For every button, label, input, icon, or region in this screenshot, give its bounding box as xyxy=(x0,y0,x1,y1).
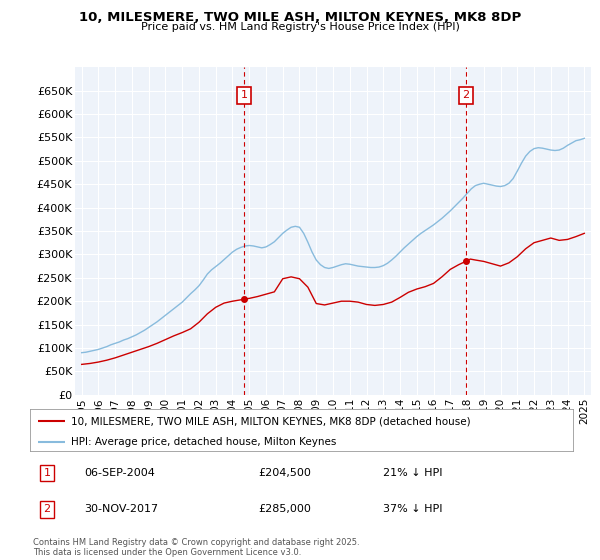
Text: £285,000: £285,000 xyxy=(258,505,311,515)
Text: 10, MILESMERE, TWO MILE ASH, MILTON KEYNES, MK8 8DP: 10, MILESMERE, TWO MILE ASH, MILTON KEYN… xyxy=(79,11,521,24)
Text: 1: 1 xyxy=(241,90,248,100)
Text: 2: 2 xyxy=(462,90,469,100)
Text: 1: 1 xyxy=(44,468,50,478)
Text: 21% ↓ HPI: 21% ↓ HPI xyxy=(383,468,442,478)
Text: Price paid vs. HM Land Registry's House Price Index (HPI): Price paid vs. HM Land Registry's House … xyxy=(140,22,460,32)
Text: £204,500: £204,500 xyxy=(258,468,311,478)
Text: Contains HM Land Registry data © Crown copyright and database right 2025.
This d: Contains HM Land Registry data © Crown c… xyxy=(33,538,359,557)
Text: 37% ↓ HPI: 37% ↓ HPI xyxy=(383,505,442,515)
Text: HPI: Average price, detached house, Milton Keynes: HPI: Average price, detached house, Milt… xyxy=(71,437,336,446)
Text: 06-SEP-2004: 06-SEP-2004 xyxy=(85,468,155,478)
Text: 2: 2 xyxy=(44,505,50,515)
Text: 30-NOV-2017: 30-NOV-2017 xyxy=(85,505,158,515)
Text: 10, MILESMERE, TWO MILE ASH, MILTON KEYNES, MK8 8DP (detached house): 10, MILESMERE, TWO MILE ASH, MILTON KEYN… xyxy=(71,417,470,426)
